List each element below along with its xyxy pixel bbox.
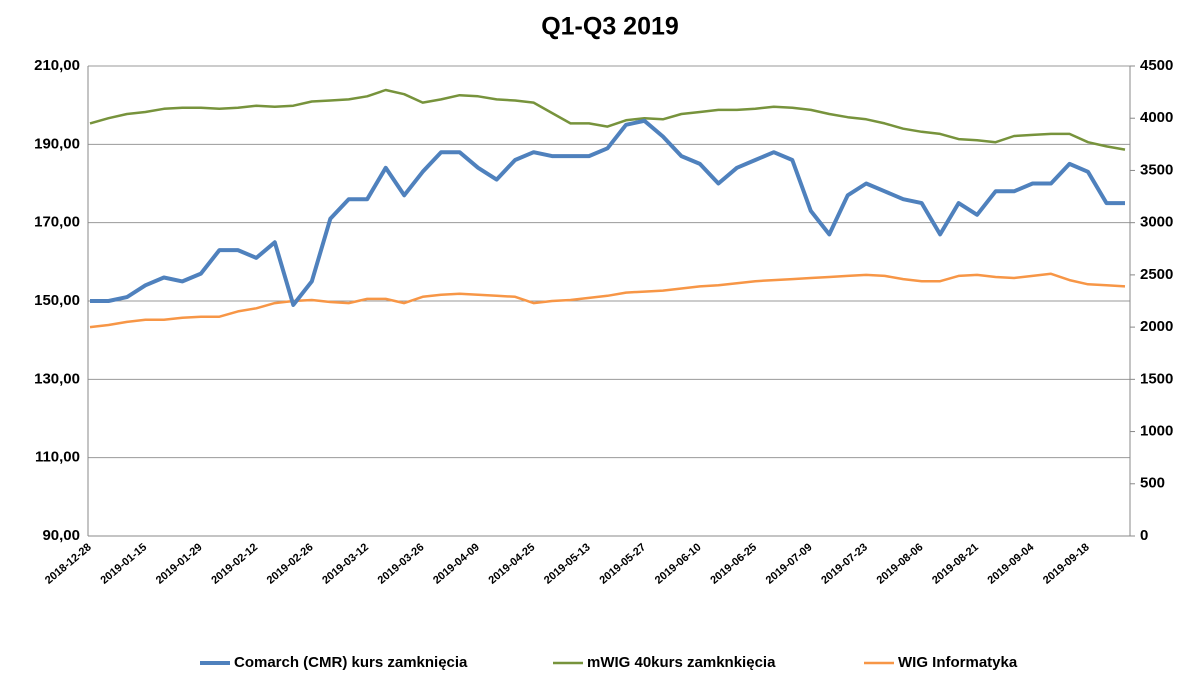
x-tick-label: 2019-05-27: [597, 541, 648, 586]
x-tick-label: 2019-06-10: [653, 541, 704, 586]
x-tick-label: 2019-04-25: [487, 541, 538, 586]
series-line: [90, 118, 1125, 307]
x-tick-label: 2019-02-26: [265, 541, 316, 586]
y-tick-label: 110,00: [35, 449, 80, 466]
x-tick-label: 2019-01-29: [154, 541, 205, 586]
legend-label: WIG Informatyka: [898, 654, 1018, 671]
legend-label: Comarch (CMR) kurs zamknięcia: [234, 654, 468, 671]
y2-tick-label: 2500: [1140, 266, 1173, 283]
y2-tick-label: 3000: [1140, 214, 1173, 231]
x-tick-label: 2019-07-09: [764, 541, 815, 586]
y-tick-label: 150,00: [34, 292, 80, 309]
series-line: [89, 88, 1126, 151]
y2-tick-label: 4500: [1140, 57, 1173, 74]
x-tick-label: 2019-03-12: [320, 541, 371, 586]
x-tick-label: 2019-02-12: [209, 541, 260, 586]
chart-title: Q1-Q3 2019: [541, 13, 679, 41]
series-line: [89, 272, 1126, 329]
legend-label: mWIG 40kurs zamknkięcia: [587, 654, 776, 671]
x-tick-label: 2019-01-15: [98, 541, 149, 586]
y-tick-label: 190,00: [34, 135, 80, 152]
x-tick-label: 2019-09-04: [986, 541, 1037, 587]
y-tick-label: 170,00: [34, 214, 80, 231]
x-tick-label: 2019-08-21: [930, 541, 981, 586]
x-tick-label: 2019-09-18: [1041, 541, 1092, 586]
x-tick-label: 2019-03-26: [376, 541, 427, 586]
y2-tick-label: 1000: [1140, 423, 1173, 440]
y2-tick-label: 2000: [1140, 318, 1173, 335]
y2-tick-label: 3500: [1140, 161, 1173, 178]
x-tick-label: 2018-12-28: [43, 541, 94, 586]
y-tick-label: 90,00: [42, 527, 80, 544]
x-tick-label: 2019-06-25: [708, 541, 759, 586]
x-tick-label: 2019-04-09: [431, 541, 482, 586]
y2-tick-label: 0: [1140, 527, 1148, 544]
x-tick-label: 2019-08-06: [875, 541, 926, 586]
y2-tick-label: 1500: [1140, 370, 1173, 387]
y2-tick-label: 500: [1140, 475, 1165, 492]
y2-tick-label: 4000: [1140, 109, 1173, 126]
x-tick-label: 2019-05-13: [542, 541, 593, 586]
x-tick-label: 2019-07-23: [819, 541, 870, 586]
y-tick-label: 210,00: [34, 57, 80, 74]
y-tick-label: 130,00: [34, 370, 80, 387]
